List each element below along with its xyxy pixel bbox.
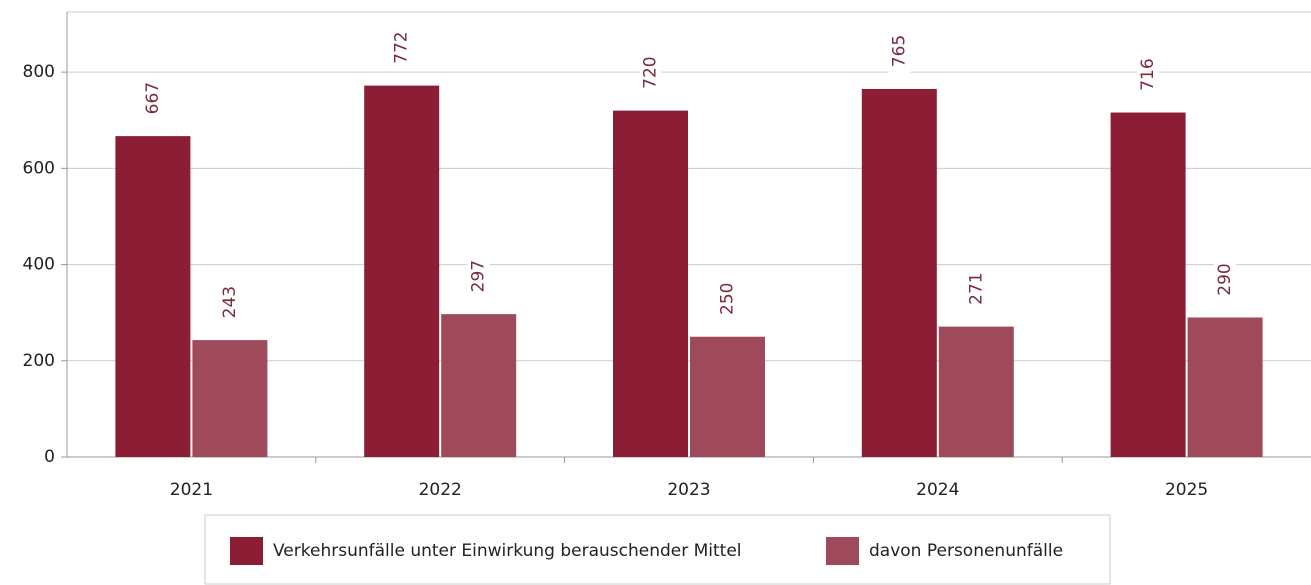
x-tick-label: 2021: [170, 480, 213, 500]
legend-swatch: [230, 537, 263, 565]
value-label-bg: [141, 76, 164, 121]
x-tick-label: 2025: [1165, 480, 1208, 500]
bar: [1187, 317, 1263, 457]
x-tick-label: 2024: [916, 480, 959, 500]
bar: [613, 110, 688, 458]
value-label: 297: [469, 260, 489, 292]
value-label-bg: [1137, 52, 1160, 97]
bar: [364, 85, 440, 457]
x-tick-label: 2022: [419, 480, 462, 500]
y-tick-label: 400: [23, 255, 55, 275]
legend-label: Verkehrsunfälle unter Einwirkung berausc…: [273, 541, 742, 561]
value-label: 720: [641, 56, 661, 88]
y-tick-label: 600: [23, 158, 55, 178]
value-label: 271: [966, 272, 986, 304]
value-label-bg: [716, 276, 739, 321]
value-label-bg: [965, 266, 988, 311]
value-label: 765: [889, 35, 909, 67]
x-tick-label: 2023: [667, 480, 710, 500]
value-label-bg: [467, 254, 490, 299]
value-label-bg: [639, 50, 662, 95]
value-label: 716: [1138, 58, 1158, 90]
legend-swatch: [826, 537, 859, 565]
value-label-bg: [390, 25, 413, 70]
value-label-bg: [888, 28, 911, 73]
y-tick-label: 800: [23, 62, 55, 82]
bar: [192, 340, 268, 457]
bar: [115, 136, 191, 458]
bar: [441, 314, 517, 457]
value-label-bg: [218, 280, 241, 325]
value-label: 250: [718, 283, 738, 315]
bar: [690, 336, 765, 457]
value-label-bg: [1214, 257, 1237, 302]
y-tick-label: 200: [23, 351, 55, 371]
legend-box: [204, 514, 1111, 585]
value-label: 667: [143, 82, 163, 114]
value-label: 772: [392, 31, 412, 63]
bar: [861, 88, 937, 458]
value-label: 243: [220, 286, 240, 318]
legend-label: davon Personenunfälle: [869, 541, 1063, 561]
y-tick-label: 0: [44, 447, 55, 467]
value-label: 290: [1215, 263, 1235, 295]
bar: [938, 326, 1014, 457]
bar: [1110, 112, 1186, 457]
